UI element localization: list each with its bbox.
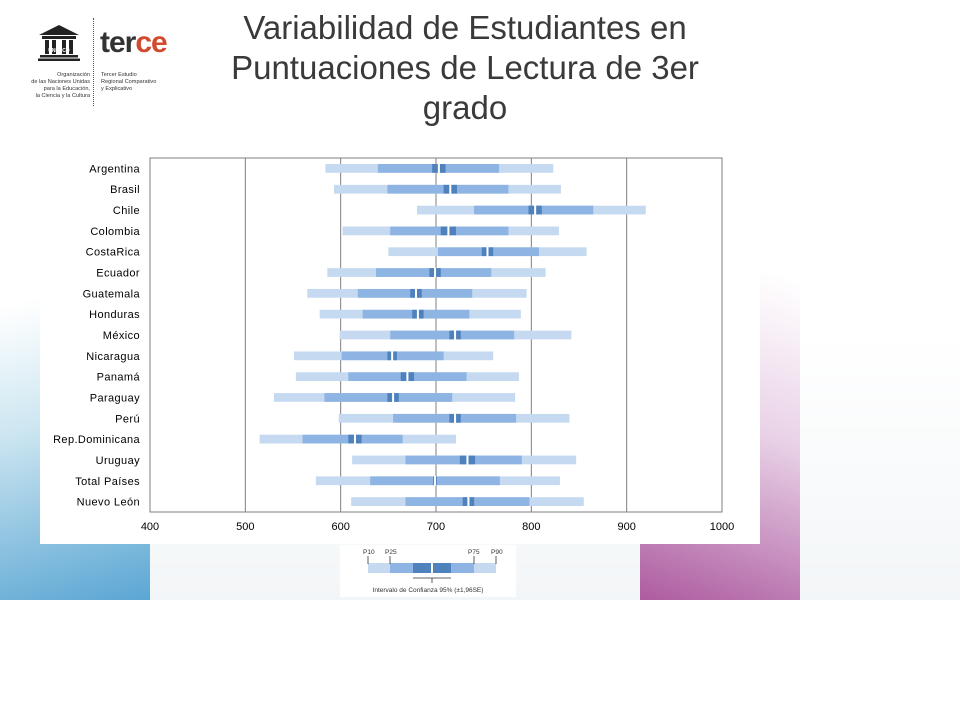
category-label: México: [103, 330, 140, 342]
mean-marker: [466, 455, 469, 465]
mean-marker: [437, 163, 440, 174]
category-label: Ecuador: [96, 268, 140, 280]
terce-name: Tercer Estudio Regional Comparativo y Ex…: [101, 72, 157, 92]
x-tick-label: 800: [522, 521, 540, 533]
category-label: Honduras: [89, 309, 140, 321]
logo-divider: [93, 18, 94, 106]
category-label: Brasil: [110, 184, 140, 196]
mean-marker: [449, 184, 452, 195]
category-label: Chile: [113, 205, 140, 217]
x-tick-label: 600: [331, 521, 349, 533]
legend-label-p10: P10: [363, 549, 375, 556]
category-label: CostaRica: [86, 247, 141, 259]
mean-marker: [534, 205, 537, 215]
category-label: Panamá: [97, 372, 141, 384]
x-tick-label: 700: [427, 521, 445, 533]
logo-block: UNESCO Organización de las Naciones Unid…: [8, 16, 173, 108]
mean-marker: [447, 226, 450, 236]
mean-marker: [391, 350, 394, 361]
mean-marker: [467, 496, 470, 507]
terce-logo-wordmark: terce: [100, 26, 168, 59]
category-label: Uruguay: [96, 455, 140, 467]
mean-marker: [414, 288, 417, 299]
unesco-temple-icon: UNESCO: [38, 25, 80, 61]
mean-marker: [434, 267, 437, 278]
legend-ci-caption: Intervalo de Confianza 95% (±1,96SE): [373, 587, 484, 594]
unesco-word: UNESCO: [48, 48, 70, 54]
category-label: Argentina: [89, 163, 140, 175]
category-label: Rep.Dominicana: [53, 434, 140, 446]
mean-marker: [392, 392, 395, 403]
x-tick-label: 1000: [710, 521, 734, 533]
legend-label-p75: P75: [468, 549, 480, 556]
category-label: Paraguay: [90, 392, 140, 404]
chart-panel: 400 500 600 700 800 900 1000 Argentina Brasil Chi…: [40, 152, 760, 544]
mean-marker: [406, 371, 409, 382]
x-tick-label: 400: [141, 521, 159, 533]
mean-marker: [353, 434, 356, 444]
category-label: Nuevo León: [77, 497, 140, 509]
category-label: Nicaragua: [86, 351, 140, 363]
legend-mean-line: [431, 562, 433, 574]
legend-label-p25: P25: [385, 549, 397, 556]
mean-marker: [454, 413, 457, 424]
chart-legend: P10 P25 P75 P90 Intervalo de Confianza 9…: [340, 545, 516, 597]
mean-marker: [434, 475, 437, 486]
unesco-name: Organización de las Naciones Unidas para…: [31, 72, 90, 99]
category-label: Total Países: [75, 476, 140, 488]
chart-svg: 400 500 600 700 800 900 1000 Argentina Brasil Chi…: [53, 157, 734, 533]
mean-marker: [416, 309, 419, 320]
x-tick-label: 500: [236, 521, 254, 533]
mean-marker: [454, 330, 457, 340]
x-tick-label: 900: [617, 521, 635, 533]
mean-marker: [486, 246, 489, 257]
category-label: Perú: [115, 413, 140, 425]
category-label: Guatemala: [83, 288, 141, 300]
legend-svg: P10 P25 P75 P90 Intervalo de Confianza 9…: [363, 549, 503, 594]
category-label: Colombia: [90, 226, 140, 238]
legend-label-p90: P90: [491, 549, 503, 556]
slide-title: Variabilidad de Estudiantes en Puntuacio…: [231, 9, 699, 126]
